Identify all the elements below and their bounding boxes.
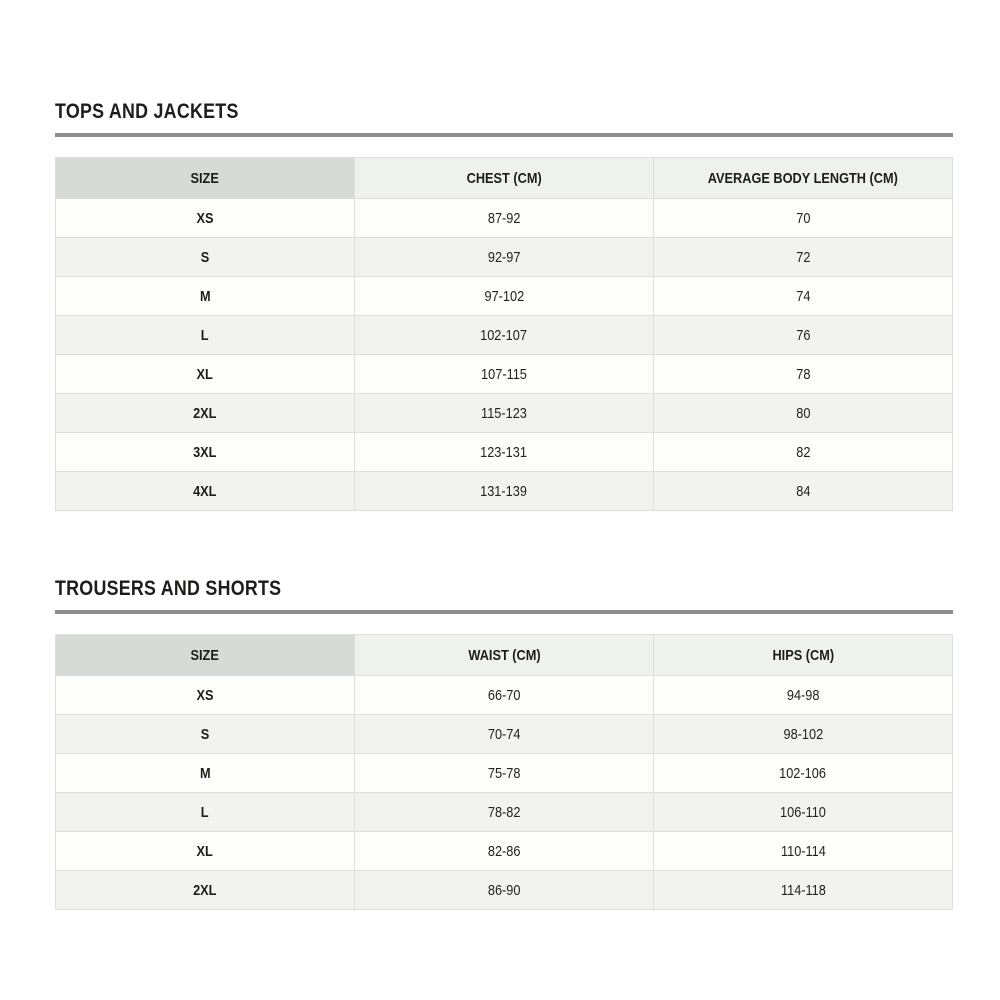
body-length-cell: 82: [653, 432, 953, 472]
chest-cell: 131-139: [354, 471, 654, 511]
waist-cell: 82-86: [354, 831, 654, 871]
size-cell: XL: [55, 354, 355, 394]
hips-cell: 106-110: [653, 792, 953, 832]
table-row: S 92-97 72: [55, 237, 953, 277]
column-header-hips: HIPS (CM): [653, 634, 953, 676]
size-cell: XS: [55, 675, 355, 715]
hips-cell: 98-102: [653, 714, 953, 754]
table-row: 2XL 86-90 114-118: [55, 870, 953, 910]
section-title-text: TOPS AND JACKETS: [55, 100, 239, 123]
size-cell: S: [55, 714, 355, 754]
column-header-size: SIZE: [55, 634, 355, 676]
section-title-trousers-and-shorts: TROUSERS AND SHORTS: [55, 577, 953, 601]
size-cell: M: [55, 276, 355, 316]
waist-cell: 86-90: [354, 870, 654, 910]
size-cell: 2XL: [55, 393, 355, 433]
table-row: 2XL 115-123 80: [55, 393, 953, 433]
size-cell: XL: [55, 831, 355, 871]
size-cell: 3XL: [55, 432, 355, 472]
chest-cell: 123-131: [354, 432, 654, 472]
chest-cell: 92-97: [354, 237, 654, 277]
table-row: XL 82-86 110-114: [55, 831, 953, 871]
body-length-cell: 78: [653, 354, 953, 394]
waist-cell: 66-70: [354, 675, 654, 715]
table-row: M 75-78 102-106: [55, 753, 953, 793]
body-length-cell: 80: [653, 393, 953, 433]
trousers-and-shorts-table: SIZE WAIST (CM) HIPS (CM) XS 66-70 94-98…: [55, 634, 953, 910]
chest-cell: 107-115: [354, 354, 654, 394]
hips-cell: 102-106: [653, 753, 953, 793]
hips-cell: 114-118: [653, 870, 953, 910]
trousers-and-shorts-section: TROUSERS AND SHORTS SIZE WAIST (CM) HIPS…: [55, 577, 953, 910]
size-cell: 2XL: [55, 870, 355, 910]
table-row: L 102-107 76: [55, 315, 953, 355]
table-row: M 97-102 74: [55, 276, 953, 316]
section-title-text: TROUSERS AND SHORTS: [55, 577, 282, 600]
table-header-row: SIZE WAIST (CM) HIPS (CM): [55, 634, 953, 676]
section-title-tops-and-jackets: TOPS AND JACKETS: [55, 100, 953, 124]
size-cell: M: [55, 753, 355, 793]
body-length-cell: 84: [653, 471, 953, 511]
waist-cell: 75-78: [354, 753, 654, 793]
size-cell: L: [55, 792, 355, 832]
waist-cell: 78-82: [354, 792, 654, 832]
table-row: L 78-82 106-110: [55, 792, 953, 832]
column-header-waist: WAIST (CM): [354, 634, 654, 676]
size-cell: 4XL: [55, 471, 355, 511]
column-header-size: SIZE: [55, 157, 355, 199]
body-length-cell: 70: [653, 198, 953, 238]
table-row: 4XL 131-139 84: [55, 471, 953, 511]
chest-cell: 115-123: [354, 393, 654, 433]
size-guide-page: TOPS AND JACKETS SIZE CHEST (CM) AVERAGE…: [55, 100, 953, 910]
waist-cell: 70-74: [354, 714, 654, 754]
column-header-chest: CHEST (CM): [354, 157, 654, 199]
section-divider: [55, 610, 953, 614]
size-cell: L: [55, 315, 355, 355]
chest-cell: 87-92: [354, 198, 654, 238]
hips-cell: 94-98: [653, 675, 953, 715]
tops-and-jackets-section: TOPS AND JACKETS SIZE CHEST (CM) AVERAGE…: [55, 100, 953, 511]
size-cell: XS: [55, 198, 355, 238]
body-length-cell: 72: [653, 237, 953, 277]
size-cell: S: [55, 237, 355, 277]
body-length-cell: 74: [653, 276, 953, 316]
hips-cell: 110-114: [653, 831, 953, 871]
table-row: XL 107-115 78: [55, 354, 953, 394]
tops-and-jackets-table: SIZE CHEST (CM) AVERAGE BODY LENGTH (CM)…: [55, 157, 953, 511]
table-row: XS 66-70 94-98: [55, 675, 953, 715]
chest-cell: 97-102: [354, 276, 654, 316]
body-length-cell: 76: [653, 315, 953, 355]
table-row: XS 87-92 70: [55, 198, 953, 238]
table-row: S 70-74 98-102: [55, 714, 953, 754]
table-header-row: SIZE CHEST (CM) AVERAGE BODY LENGTH (CM): [55, 157, 953, 199]
section-divider: [55, 133, 953, 137]
table-row: 3XL 123-131 82: [55, 432, 953, 472]
chest-cell: 102-107: [354, 315, 654, 355]
column-header-avg-body-length: AVERAGE BODY LENGTH (CM): [653, 157, 953, 199]
